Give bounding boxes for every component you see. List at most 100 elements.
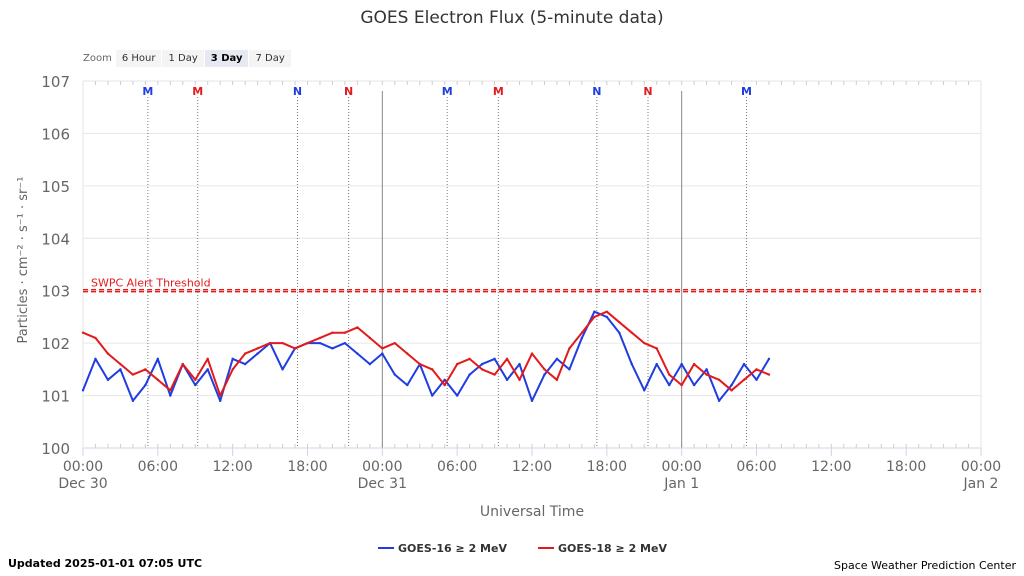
data-point-1 xyxy=(480,362,484,366)
data-point-2 xyxy=(206,357,209,361)
data-point-2 xyxy=(119,362,122,366)
data-point-1 xyxy=(243,362,247,366)
data-point-1 xyxy=(131,399,135,403)
x-tick-label: 12:00 xyxy=(212,459,252,475)
legend-label-2: GOES-18 ≥ 2 MeV xyxy=(558,542,667,555)
data-point-2 xyxy=(618,320,621,324)
data-point-1 xyxy=(680,362,683,366)
y-axis-title: Particles · cm⁻² · s⁻¹ · sr⁻¹ xyxy=(16,177,31,344)
legend[interactable]: GOES-16 ≥ 2 MeV GOES-18 ≥ 2 MeV xyxy=(378,542,667,555)
zoom-1-day-button[interactable]: 1 Day xyxy=(162,50,204,67)
x-tick-label: 12:00 xyxy=(811,459,851,475)
grid xyxy=(82,80,982,449)
data-point-2 xyxy=(293,347,297,350)
marker-label: M xyxy=(741,85,752,98)
marker-label: M xyxy=(192,85,203,98)
data-point-2 xyxy=(767,373,771,376)
data-point-2 xyxy=(630,331,633,334)
data-point-1 xyxy=(767,357,771,361)
data-point-1 xyxy=(156,357,160,361)
data-point-1 xyxy=(518,362,521,366)
data-point-1 xyxy=(218,399,222,403)
data-point-2 xyxy=(480,368,484,371)
data-point-2 xyxy=(530,352,534,355)
data-point-1 xyxy=(568,368,571,371)
data-point-1 xyxy=(455,394,459,397)
marker-label: N xyxy=(643,85,652,98)
marker-label: M xyxy=(493,85,504,98)
data-point-1 xyxy=(356,352,359,355)
series-lines xyxy=(81,310,771,403)
marker-label: M xyxy=(442,85,453,98)
y-tick-label: 106 xyxy=(41,125,70,143)
data-point-1 xyxy=(667,383,671,387)
data-point-1 xyxy=(643,389,646,392)
data-point-2 xyxy=(593,315,596,319)
data-point-2 xyxy=(144,368,147,371)
y-tick-label: 103 xyxy=(41,283,70,301)
data-point-1 xyxy=(431,394,434,397)
zoom-7-day-button[interactable]: 7 Day xyxy=(249,50,291,67)
data-point-2 xyxy=(94,336,97,340)
data-point-1 xyxy=(318,341,322,345)
data-point-1 xyxy=(468,373,471,376)
data-point-1 xyxy=(281,368,284,371)
threshold-label: SWPC Alert Threshold xyxy=(91,277,211,290)
data-point-2 xyxy=(356,326,359,329)
data-point-1 xyxy=(393,373,397,376)
data-point-2 xyxy=(318,336,322,340)
data-point-2 xyxy=(431,368,434,371)
data-point-2 xyxy=(705,373,708,376)
legend-label-1: GOES-16 ≥ 2 MeV xyxy=(398,542,507,555)
x-tick-label: 00:00 xyxy=(961,459,1001,475)
x-date-label: Dec 31 xyxy=(358,476,407,492)
data-point-1 xyxy=(81,389,85,392)
alert-threshold: SWPC Alert Threshold xyxy=(83,277,981,293)
chart-title: GOES Electron Flux (5-minute data) xyxy=(360,8,663,28)
zoom-bar: Zoom 6 Hour 1 Day 3 Day 7 Day xyxy=(83,50,292,67)
data-point-2 xyxy=(306,341,309,345)
data-point-2 xyxy=(543,368,546,371)
data-point-1 xyxy=(543,373,546,376)
data-point-2 xyxy=(505,357,509,361)
data-point-2 xyxy=(655,347,658,350)
updated-timestamp: Updated 2025-01-01 07:05 UTC xyxy=(8,557,203,570)
series-line-2 xyxy=(82,310,770,397)
data-point-1 xyxy=(493,357,496,361)
data-point-1 xyxy=(717,399,721,403)
x-tick-label: 18:00 xyxy=(587,459,627,475)
x-date-label: Jan 2 xyxy=(963,476,999,492)
x-date-label: Dec 30 xyxy=(58,476,107,492)
data-point-1 xyxy=(206,368,209,371)
data-point-1 xyxy=(106,378,110,382)
data-point-2 xyxy=(730,389,733,392)
data-point-2 xyxy=(231,368,234,371)
data-point-1 xyxy=(618,331,621,334)
credit-text: Space Weather Prediction Center xyxy=(834,559,1016,572)
x-tick-label: 18:00 xyxy=(287,459,327,475)
x-tick-label: 12:00 xyxy=(512,459,552,475)
x-tick-label: 06:00 xyxy=(437,459,477,475)
data-point-2 xyxy=(468,357,471,361)
zoom-3-day-button[interactable]: 3 Day xyxy=(204,50,249,67)
data-point-2 xyxy=(742,378,746,382)
data-point-2 xyxy=(555,378,559,382)
data-point-1 xyxy=(343,341,347,345)
data-point-2 xyxy=(518,378,521,382)
data-point-1 xyxy=(256,352,259,355)
data-point-2 xyxy=(692,362,696,366)
data-point-2 xyxy=(406,352,409,355)
data-point-1 xyxy=(580,336,584,340)
data-point-2 xyxy=(106,352,110,355)
data-point-2 xyxy=(331,331,334,334)
data-point-1 xyxy=(169,394,172,397)
zoom-6-hour-button[interactable]: 6 Hour xyxy=(115,50,162,67)
data-point-1 xyxy=(692,383,696,387)
data-point-2 xyxy=(393,341,397,345)
data-point-2 xyxy=(580,331,584,334)
data-point-2 xyxy=(131,373,135,376)
data-point-2 xyxy=(281,341,284,345)
